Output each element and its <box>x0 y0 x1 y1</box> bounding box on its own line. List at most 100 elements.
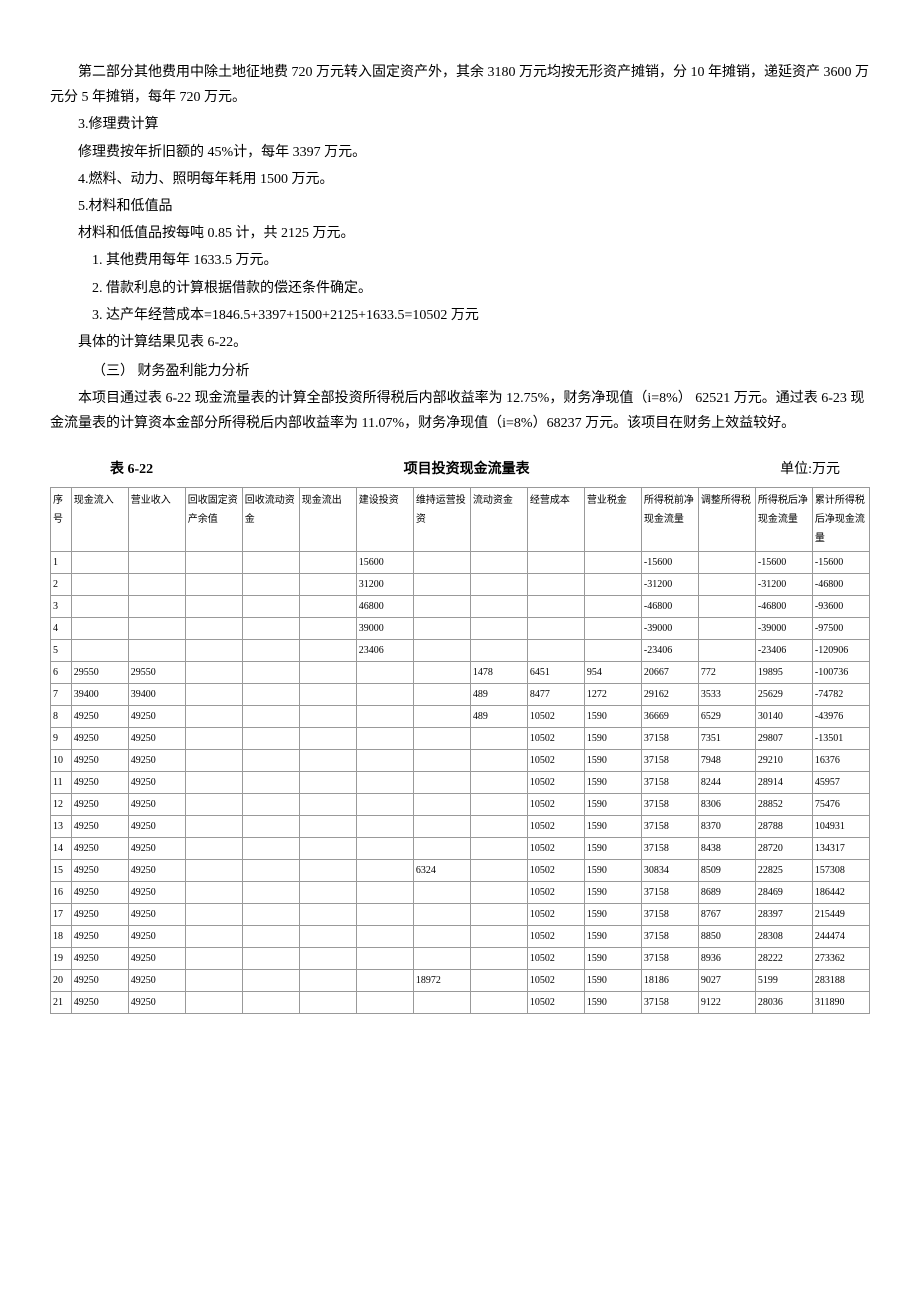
table-cell: 30140 <box>755 705 812 727</box>
table-cell: 1590 <box>584 903 641 925</box>
table-cell: 49250 <box>71 859 128 881</box>
table-cell: 37158 <box>641 837 698 859</box>
table-cell: 31200 <box>356 573 413 595</box>
table-cell <box>185 771 242 793</box>
table-cell: 28036 <box>755 991 812 1013</box>
table-cell: 28914 <box>755 771 812 793</box>
table-cell: 49250 <box>128 727 185 749</box>
table-cell: 37158 <box>641 749 698 771</box>
table-cell: 37158 <box>641 881 698 903</box>
table-cell <box>356 969 413 991</box>
table-cell <box>356 793 413 815</box>
table-cell: 37158 <box>641 815 698 837</box>
table-cell <box>242 749 299 771</box>
table-header: 回收固定资产余值 <box>185 487 242 551</box>
table-cell: -46800 <box>812 573 869 595</box>
table-cell: 6324 <box>413 859 470 881</box>
table-cell: 134317 <box>812 837 869 859</box>
table-cell <box>242 639 299 661</box>
table-cell <box>299 595 356 617</box>
table-cell: 10502 <box>527 837 584 859</box>
table-cell: 9027 <box>698 969 755 991</box>
table-cell: 1590 <box>584 859 641 881</box>
table-cell: 49250 <box>71 925 128 947</box>
table-cell <box>299 859 356 881</box>
table-cell <box>527 551 584 573</box>
table-cell: 10502 <box>527 859 584 881</box>
table-cell: 28720 <box>755 837 812 859</box>
table-cell <box>584 551 641 573</box>
table-cell <box>413 683 470 705</box>
table-cell <box>356 727 413 749</box>
table-cell: 49250 <box>71 793 128 815</box>
table-cell <box>185 969 242 991</box>
table-row: 1849250492501050215903715888502830824447… <box>51 925 870 947</box>
table-body: 115600-15600-15600-15600231200-31200-312… <box>51 551 870 1013</box>
table-row: 439000-39000-39000-97500 <box>51 617 870 639</box>
table-cell: 21 <box>51 991 72 1013</box>
table-cell: 37158 <box>641 925 698 947</box>
table-cell <box>356 947 413 969</box>
table-cell <box>470 903 527 925</box>
table-cell <box>584 595 641 617</box>
table-cell <box>185 661 242 683</box>
table-header: 流动资金 <box>470 487 527 551</box>
table-cell <box>413 595 470 617</box>
table-cell <box>470 947 527 969</box>
table-cell: 36669 <box>641 705 698 727</box>
table-row: 2149250492501050215903715891222803631189… <box>51 991 870 1013</box>
table-cell: 10502 <box>527 727 584 749</box>
table-cell <box>128 617 185 639</box>
table-cell: -100736 <box>812 661 869 683</box>
table-header: 现金流出 <box>299 487 356 551</box>
table-cell <box>470 595 527 617</box>
table-cell <box>527 595 584 617</box>
table-cell: 49250 <box>128 969 185 991</box>
table-cell <box>242 551 299 573</box>
table-cell: 157308 <box>812 859 869 881</box>
table-cell: 49250 <box>71 969 128 991</box>
table-cell: 22825 <box>755 859 812 881</box>
table-cell: 49250 <box>128 947 185 969</box>
table-cell: 20667 <box>641 661 698 683</box>
table-cell <box>185 639 242 661</box>
table-row: 1649250492501050215903715886892846918644… <box>51 881 870 903</box>
table-cell <box>299 705 356 727</box>
table-cell: -46800 <box>641 595 698 617</box>
table-cell: 9122 <box>698 991 755 1013</box>
table-cell <box>356 749 413 771</box>
table-cell: 49250 <box>128 903 185 925</box>
table-cell <box>299 903 356 925</box>
table-cell <box>470 573 527 595</box>
table-cell <box>698 639 755 661</box>
table-cell: 489 <box>470 683 527 705</box>
table-cell <box>413 991 470 1013</box>
table-cell <box>242 771 299 793</box>
table-cell: 49250 <box>71 881 128 903</box>
table-cell <box>242 903 299 925</box>
table-cell: 8306 <box>698 793 755 815</box>
table-cell <box>299 947 356 969</box>
table-cell: 311890 <box>812 991 869 1013</box>
table-cell: 49250 <box>128 837 185 859</box>
table-cell <box>356 837 413 859</box>
table-cell: 1590 <box>584 749 641 771</box>
table-row: 231200-31200-31200-46800 <box>51 573 870 595</box>
table-cell: 104931 <box>812 815 869 837</box>
table-cell <box>356 881 413 903</box>
table-header: 调整所得税 <box>698 487 755 551</box>
table-cell: 1590 <box>584 947 641 969</box>
table-row: 1449250492501050215903715884382872013431… <box>51 837 870 859</box>
table-cell: 10502 <box>527 881 584 903</box>
table-cell: 49250 <box>128 859 185 881</box>
table-cell <box>527 573 584 595</box>
table-cell <box>128 595 185 617</box>
table-cell <box>470 639 527 661</box>
table-cell: 8850 <box>698 925 755 947</box>
table-cell: 14 <box>51 837 72 859</box>
table-cell: 49250 <box>71 837 128 859</box>
table-cell: 49250 <box>71 749 128 771</box>
table-cell <box>299 969 356 991</box>
table-row: 523406-23406-23406-120906 <box>51 639 870 661</box>
table-row: 2049250492501897210502159018186902751992… <box>51 969 870 991</box>
